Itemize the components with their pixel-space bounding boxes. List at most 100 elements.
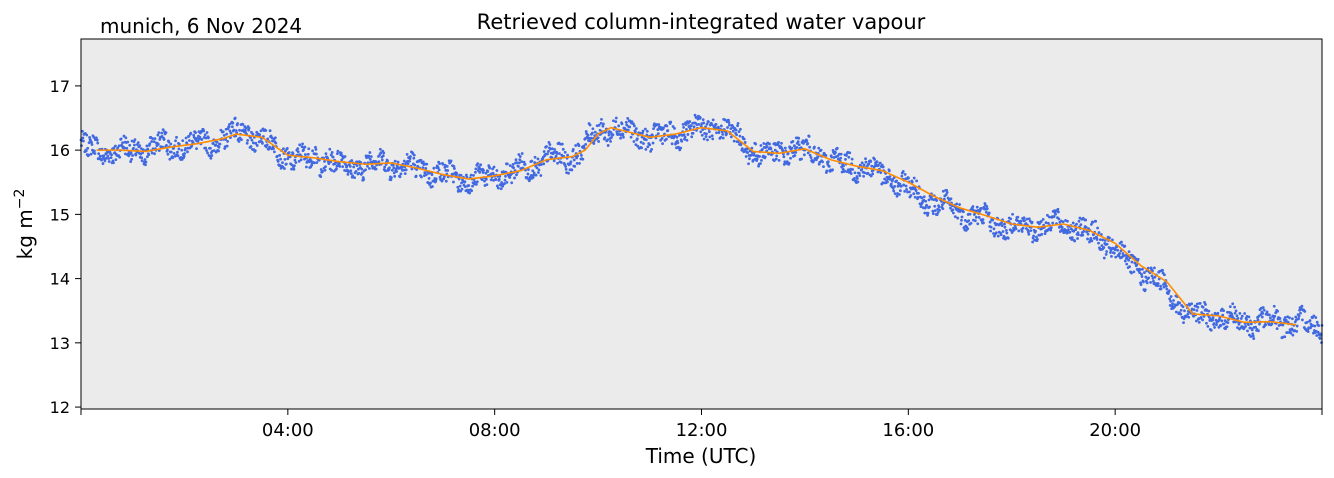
scatter-point <box>542 150 546 153</box>
scatter-point <box>1086 232 1090 236</box>
scatter-point <box>1086 237 1089 241</box>
scatter-point <box>1269 316 1272 320</box>
scatter-point <box>1168 297 1172 301</box>
scatter-point <box>1169 299 1173 303</box>
scatter-point <box>907 176 910 180</box>
scatter-point <box>662 126 665 130</box>
scatter-point <box>172 151 176 155</box>
scatter-point <box>927 198 931 202</box>
scatter-point <box>1159 284 1163 288</box>
scatter-point <box>279 157 282 161</box>
scatter-point <box>1052 215 1056 218</box>
scatter-point <box>335 167 338 171</box>
scatter-point <box>643 127 647 131</box>
scatter-point <box>130 157 134 161</box>
scatter-point <box>956 216 960 220</box>
scatter-point <box>1181 305 1185 309</box>
scatter-point <box>710 134 714 138</box>
scatter-point <box>214 143 218 147</box>
scatter-point <box>1272 304 1276 308</box>
scatter-point <box>479 163 483 167</box>
scatter-point <box>1136 257 1140 261</box>
scatter-point <box>973 219 977 223</box>
scatter-point <box>531 169 535 173</box>
scatter-point <box>660 137 664 140</box>
scatter-point <box>306 152 310 156</box>
scatter-point <box>1313 324 1317 328</box>
scatter-point <box>1200 311 1204 314</box>
scatter-point <box>389 178 393 182</box>
scatter-point <box>426 181 430 185</box>
scatter-point <box>276 160 280 163</box>
scatter-point <box>182 154 186 158</box>
scatter-point <box>1240 314 1244 318</box>
scatter-point <box>1061 220 1065 224</box>
scatter-point <box>491 171 495 175</box>
scatter-point <box>150 151 154 155</box>
scatter-point <box>719 135 723 139</box>
scatter-point <box>494 178 498 181</box>
scatter-point <box>383 165 387 169</box>
scatter-point <box>685 138 689 142</box>
scatter-point <box>702 137 706 141</box>
scatter-point <box>1283 316 1287 319</box>
scatter-point <box>1138 268 1142 271</box>
scatter-point <box>1295 324 1299 328</box>
scatter-point <box>1009 217 1013 221</box>
scatter-point <box>989 225 993 229</box>
scatter-point <box>88 135 91 139</box>
scatter-point <box>531 175 535 179</box>
scatter-point <box>806 151 810 155</box>
scatter-point <box>566 153 569 157</box>
plot-area <box>80 38 1323 410</box>
scatter-point <box>229 131 233 135</box>
scatter-point <box>694 116 698 119</box>
scatter-point <box>976 222 980 226</box>
scatter-point <box>368 157 372 161</box>
scatter-point <box>860 161 864 165</box>
scatter-point <box>673 127 676 130</box>
scatter-point <box>153 137 157 141</box>
scatter-point <box>281 161 284 165</box>
scatter-point <box>1201 305 1205 309</box>
scatter-point <box>323 159 326 163</box>
scatter-point <box>886 180 889 184</box>
scatter-point <box>246 138 250 142</box>
scatter-point <box>217 149 220 153</box>
scatter-point <box>797 143 801 147</box>
scatter-point <box>967 219 971 223</box>
scatter-point <box>313 161 316 165</box>
scatter-point <box>1205 321 1208 325</box>
scatter-point <box>357 171 361 175</box>
scatter-point <box>824 153 828 157</box>
scatter-point <box>641 129 645 133</box>
scatter-point <box>624 120 628 124</box>
scatter-point <box>488 166 492 170</box>
scatter-point <box>792 144 796 148</box>
scatter-point <box>863 171 866 175</box>
scatter-point <box>87 141 91 145</box>
scatter-point <box>959 222 963 226</box>
scatter-point <box>732 139 736 143</box>
scatter-point <box>661 142 664 146</box>
scatter-point <box>821 160 824 164</box>
scatter-point <box>150 140 154 143</box>
scatter-point <box>601 122 605 126</box>
scatter-point <box>1291 333 1295 337</box>
scatter-point <box>917 191 920 195</box>
scatter-point <box>284 162 288 166</box>
scatter-point <box>181 139 185 143</box>
scatter-point <box>1123 244 1127 248</box>
scatter-point <box>847 155 851 159</box>
scatter-point <box>1217 325 1221 329</box>
scatter-point <box>858 174 862 178</box>
scatter-point <box>527 168 530 171</box>
scatter-point <box>1214 318 1218 322</box>
scatter-point <box>1021 226 1025 230</box>
scatter-point <box>992 227 996 231</box>
scatter-point <box>1036 237 1039 241</box>
scatter-point <box>444 179 448 183</box>
scatter-point <box>1035 235 1038 239</box>
scatter-point <box>866 171 870 175</box>
